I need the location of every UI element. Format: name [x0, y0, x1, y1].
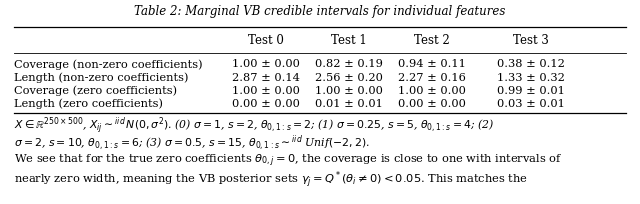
Text: 0.03 ± 0.01: 0.03 ± 0.01 — [497, 99, 565, 109]
Text: Test 2: Test 2 — [414, 34, 450, 47]
Text: 2.87 ± 0.14: 2.87 ± 0.14 — [232, 72, 300, 83]
Text: Length (zero coefficients): Length (zero coefficients) — [14, 99, 163, 109]
Text: Test 0: Test 0 — [248, 34, 284, 47]
Text: Coverage (non-zero coefficients): Coverage (non-zero coefficients) — [14, 59, 203, 70]
Text: 0.94 ± 0.11: 0.94 ± 0.11 — [398, 59, 466, 69]
Text: 2.27 ± 0.16: 2.27 ± 0.16 — [398, 72, 466, 83]
Text: $X \in \mathbb{R}^{250\times500}$, $X_{ij} \sim^{iid}\, N(0,\sigma^2)$. (0) $\si: $X \in \mathbb{R}^{250\times500}$, $X_{i… — [14, 115, 495, 136]
Text: We see that for the true zero coefficients $\theta_{0,j} = 0$, the coverage is c: We see that for the true zero coefficien… — [14, 153, 563, 169]
Text: 0.82 ± 0.19: 0.82 ± 0.19 — [315, 59, 383, 69]
Text: 0.00 ± 0.00: 0.00 ± 0.00 — [232, 99, 300, 109]
Text: Length (non-zero coefficients): Length (non-zero coefficients) — [14, 72, 189, 83]
Text: 1.00 ± 0.00: 1.00 ± 0.00 — [232, 86, 300, 96]
Text: 1.00 ± 0.00: 1.00 ± 0.00 — [398, 86, 466, 96]
Text: nearly zero width, meaning the VB posterior sets $\gamma_j = Q^*(\theta_i \neq 0: nearly zero width, meaning the VB poster… — [14, 169, 528, 190]
Text: 0.38 ± 0.12: 0.38 ± 0.12 — [497, 59, 565, 69]
Text: Coverage (zero coefficients): Coverage (zero coefficients) — [14, 85, 177, 96]
Text: 0.99 ± 0.01: 0.99 ± 0.01 — [497, 86, 565, 96]
Text: 1.00 ± 0.00: 1.00 ± 0.00 — [232, 59, 300, 69]
Text: Table 2: Marginal VB credible intervals for individual features: Table 2: Marginal VB credible intervals … — [134, 5, 506, 18]
Text: $\sigma = 2$, $s = 10$, $\theta_{0,1:s} = 6$; (3) $\sigma = 0.5$, $s = 15$, $\th: $\sigma = 2$, $s = 10$, $\theta_{0,1:s} … — [14, 133, 370, 153]
Text: 0.01 ± 0.01: 0.01 ± 0.01 — [315, 99, 383, 109]
Text: 1.00 ± 0.00: 1.00 ± 0.00 — [315, 86, 383, 96]
Text: 2.56 ± 0.20: 2.56 ± 0.20 — [315, 72, 383, 83]
Text: Test 1: Test 1 — [331, 34, 367, 47]
Text: Test 3: Test 3 — [513, 34, 549, 47]
Text: 1.33 ± 0.32: 1.33 ± 0.32 — [497, 72, 565, 83]
Text: 0.00 ± 0.00: 0.00 ± 0.00 — [398, 99, 466, 109]
